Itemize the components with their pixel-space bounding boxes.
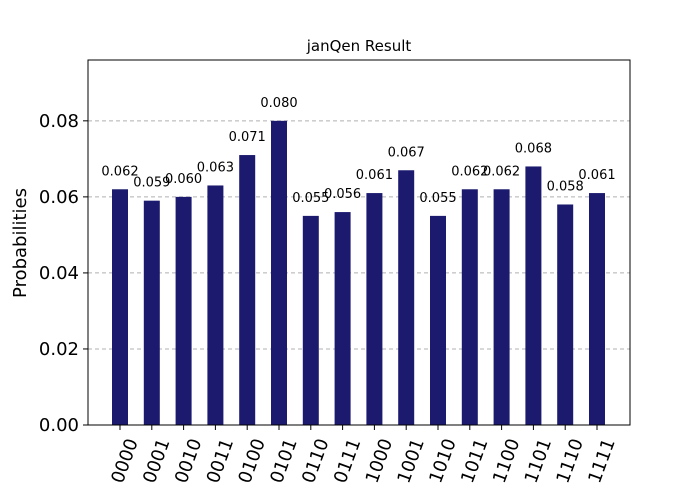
x-tick-label-1111: 1111 — [584, 436, 619, 486]
data-label-1111: 0.061 — [578, 168, 615, 183]
x-tick-label-0110: 0110 — [298, 436, 333, 486]
bar-0010 — [175, 196, 192, 425]
plot-frame — [87, 59, 631, 426]
data-label-1000: 0.061 — [356, 168, 393, 183]
x-tick-label-1011: 1011 — [457, 436, 492, 486]
x-tick-label-1001: 1001 — [394, 436, 429, 486]
bar-1000 — [366, 193, 383, 425]
data-labels: 0.0620.0590.0600.0630.0710.0800.0550.056… — [101, 96, 615, 206]
bar-0110 — [302, 215, 319, 425]
x-tick-label-1110: 1110 — [553, 436, 588, 486]
chart-title: janQen Result — [306, 37, 412, 55]
data-label-1010: 0.055 — [419, 191, 456, 206]
bars — [112, 120, 605, 426]
x-tick-label-0000: 0000 — [107, 436, 142, 486]
bar-1011 — [461, 189, 478, 425]
bar-1101 — [525, 166, 542, 426]
y-axis-label: Probabilities — [10, 188, 31, 298]
data-label-0011: 0.063 — [197, 160, 234, 175]
y-tick-label: 0.02 — [39, 339, 79, 360]
x-tick-label-0111: 0111 — [330, 436, 365, 486]
data-label-1101: 0.068 — [515, 141, 552, 156]
grid-lines — [88, 120, 630, 426]
x-tick-label-0011: 0011 — [203, 436, 238, 486]
y-tick-label: 0.06 — [39, 187, 79, 208]
x-axis: 0000000100100011010001010110011110001001… — [107, 425, 620, 486]
y-axis: 0.00 0.02 0.04 0.06 0.08 — [39, 111, 88, 436]
bar-0000 — [112, 189, 128, 425]
bar-1110 — [557, 204, 574, 425]
data-label-0101: 0.080 — [260, 96, 297, 111]
bar-1100 — [493, 189, 510, 425]
data-label-0111: 0.056 — [324, 187, 361, 202]
x-tick-label-0001: 0001 — [139, 436, 174, 486]
bar-0111 — [334, 212, 351, 425]
bar-0100 — [239, 155, 256, 426]
bar-1111 — [589, 193, 605, 425]
bar-0001 — [143, 200, 160, 425]
data-label-1011: 0.062 — [451, 164, 488, 179]
y-tick-label: 0.08 — [39, 111, 79, 132]
data-label-0001: 0.059 — [133, 176, 170, 191]
x-tick-label-1101: 1101 — [521, 436, 556, 486]
data-label-0010: 0.060 — [165, 172, 202, 187]
data-label-1110: 0.058 — [547, 179, 584, 194]
x-tick-label-1100: 1100 — [489, 436, 524, 486]
bar-1001 — [398, 170, 415, 425]
bar-0011 — [207, 185, 224, 425]
data-label-0000: 0.062 — [101, 164, 138, 179]
y-tick-label: 0.04 — [39, 263, 79, 284]
x-tick-label-0010: 0010 — [171, 436, 206, 486]
data-label-0110: 0.055 — [292, 191, 329, 206]
data-label-1001: 0.067 — [388, 145, 425, 160]
bar-0101 — [271, 120, 287, 425]
x-tick-label-0101: 0101 — [266, 436, 301, 486]
x-tick-label-1010: 1010 — [425, 436, 460, 486]
x-tick-label-1000: 1000 — [362, 436, 397, 486]
x-tick-label-0100: 0100 — [235, 436, 270, 486]
bar-1010 — [430, 215, 446, 425]
y-tick-label: 0.00 — [39, 415, 79, 436]
data-label-0100: 0.071 — [229, 130, 266, 145]
data-label-1100: 0.062 — [483, 164, 520, 179]
